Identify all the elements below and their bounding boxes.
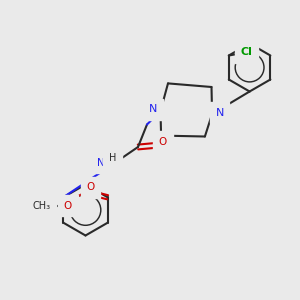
Text: O: O [86, 182, 94, 192]
Text: CH₃: CH₃ [32, 201, 51, 211]
Text: H: H [109, 153, 116, 163]
Text: N: N [149, 104, 157, 115]
Text: Cl: Cl [240, 47, 252, 58]
Text: O: O [159, 137, 167, 147]
Text: N: N [97, 158, 105, 168]
Text: O: O [64, 201, 72, 211]
Text: N: N [215, 107, 224, 118]
